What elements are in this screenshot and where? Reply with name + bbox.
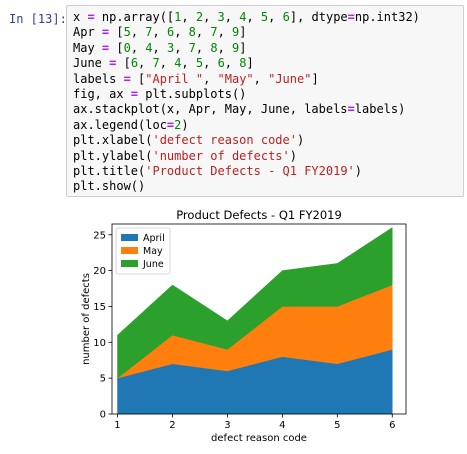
cell-prompt: In [13]: [9, 12, 67, 26]
legend-label: April [143, 233, 165, 244]
y-tick-label: 0 [100, 410, 106, 421]
y-tick-label: 20 [93, 266, 106, 277]
code-editor[interactable]: x = np.array([1, 2, 3, 4, 5, 6], dtype=n… [67, 6, 463, 195]
x-axis-label: defect reason code [211, 433, 307, 444]
code-line: ax.stackplot(x, Apr, May, June, labels=l… [73, 102, 406, 117]
code-line: plt.ylabel('number of defects') [73, 148, 297, 163]
y-tick-label: 5 [100, 374, 106, 385]
y-axis-label: number of defects [81, 273, 92, 365]
legend-swatch [121, 260, 138, 267]
y-tick-label: 15 [93, 302, 106, 313]
code-line: x = np.array([1, 2, 3, 4, 5, 6], dtype=n… [73, 10, 420, 24]
x-tick-label: 5 [334, 420, 340, 431]
code-line: plt.title('Product Defects - Q1 FY2019') [73, 163, 362, 178]
x-tick-label: 1 [114, 420, 120, 431]
legend-label: June [142, 259, 164, 270]
code-line: labels = ["April ", "May", "June"] [73, 71, 319, 86]
x-tick-label: 6 [389, 420, 395, 431]
code-line: plt.xlabel('defect reason code') [73, 133, 305, 148]
code-line: plt.show() [73, 179, 146, 194]
x-tick-label: 3 [224, 420, 230, 431]
plot-frame [111, 223, 407, 415]
code-line: Apr = [5, 7, 6, 8, 7, 9] [73, 25, 247, 40]
code-line: May = [0, 4, 3, 7, 8, 9] [73, 40, 247, 55]
y-tick-label: 25 [93, 230, 106, 241]
code-line: fig, ax = plt.subplots() [73, 86, 247, 101]
chart-title: Product Defects - Q1 FY2019 [176, 208, 342, 222]
code-cell[interactable]: x = np.array([1, 2, 3, 4, 5, 6], dtype=n… [66, 5, 464, 197]
code-line: June = [6, 7, 4, 5, 6, 8] [73, 56, 254, 71]
x-tick-label: 4 [279, 420, 285, 431]
x-tick-label: 2 [169, 420, 175, 431]
stackplot-chart: 1 2 3 4 5 6 0 5 10 15 20 25 Product Defects - Q1 FY2… [81, 208, 407, 444]
y-tick-label: 10 [93, 338, 106, 349]
series-area-june [117, 227, 393, 379]
legend-swatch [121, 234, 138, 241]
legend-swatch [121, 247, 138, 254]
code-line: ax.legend(loc=2) [73, 117, 189, 132]
cell-output: 1 2 3 4 5 6 0 5 10 15 20 25 Product Defects - Q1 FY2… [78, 205, 418, 450]
legend-label: May [143, 246, 163, 257]
